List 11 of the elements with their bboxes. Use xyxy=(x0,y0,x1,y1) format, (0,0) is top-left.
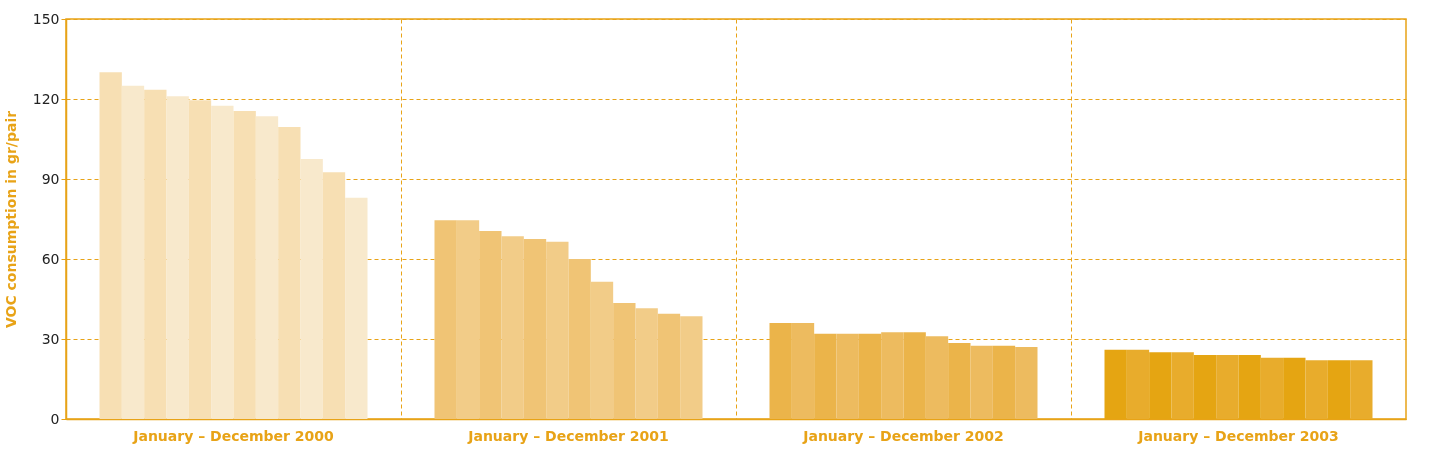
x-tick-label: January – December 2001 xyxy=(467,427,669,444)
y-axis-title: VOC consumption in gr/pair xyxy=(2,110,19,329)
y-tick-label: 150 xyxy=(32,10,60,27)
y-tick-label: 0 xyxy=(50,410,60,427)
y-tick-label: 60 xyxy=(41,250,60,267)
x-tick-label: January – December 2000 xyxy=(132,427,335,444)
y-tick-label: 120 xyxy=(32,90,60,107)
y-tick-label: 90 xyxy=(41,170,60,187)
x-tick-label: January – December 2003 xyxy=(1137,427,1339,444)
x-tick-label: January – December 2002 xyxy=(802,427,1004,444)
y-tick-label: 30 xyxy=(41,330,60,347)
